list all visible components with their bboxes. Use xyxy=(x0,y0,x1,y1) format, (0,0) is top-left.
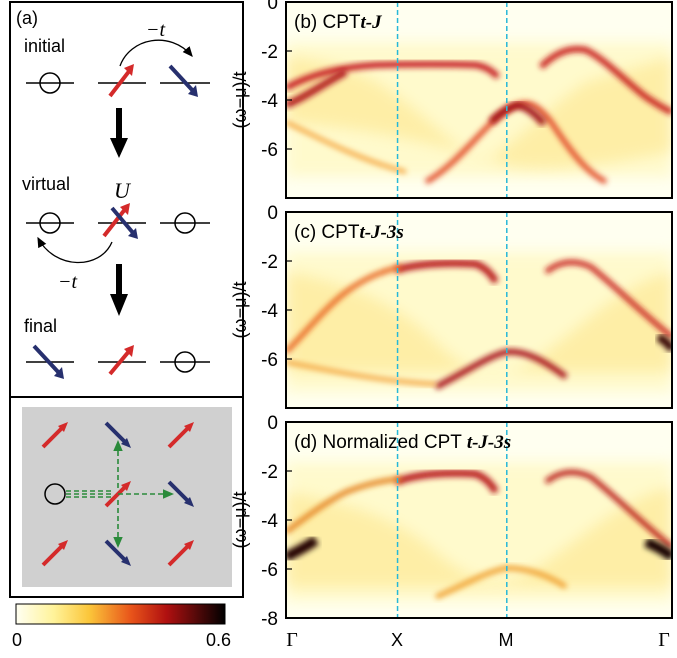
ytick-label: -4 xyxy=(261,301,278,322)
x-tick-labels: Γ X M Γ xyxy=(286,629,670,651)
hole-site xyxy=(174,351,196,373)
hop-arc-top xyxy=(119,39,193,67)
colorbar-gradient xyxy=(15,603,226,625)
ytick-label: -4 xyxy=(261,511,278,532)
transition-arrow-2 xyxy=(110,264,128,316)
panel-a-label: (a) xyxy=(16,8,38,28)
ytick-label: -2 xyxy=(261,462,278,483)
hole-site xyxy=(39,212,61,234)
hop-label-bottom: −t xyxy=(58,271,77,293)
spectral-panel-d: (d) Normalized CPT t-J-3s 0 -2 -4 -6 -8 (ω−μ)/… xyxy=(230,413,673,630)
spin-up-arrow xyxy=(102,206,128,238)
colorbar: 0 0.6 xyxy=(12,603,231,650)
lattice-spin-up xyxy=(167,540,194,567)
hop-arc-bottom xyxy=(37,236,113,264)
hole-site xyxy=(39,72,61,94)
row-initial xyxy=(26,64,210,98)
panel-a: (a) initial −t virtual U xyxy=(9,1,244,398)
panel-title: (d) Normalized CPT t-J-3s xyxy=(294,432,511,453)
ytick-label: -6 xyxy=(261,560,278,581)
xtick-gamma-right: Γ xyxy=(658,629,670,651)
lattice-panel xyxy=(9,396,244,598)
spin-down-arrow xyxy=(32,344,62,376)
row-final xyxy=(26,344,210,379)
colorbar-min-label: 0 xyxy=(12,630,22,650)
spectral-panel-b: (b) CPTt-J 0 -2 -4 -6 (ω−μ)/t xyxy=(230,0,673,199)
lattice-spin-up xyxy=(104,481,131,508)
hop-label-top: −t xyxy=(146,19,165,41)
panel-title: (b) CPTt-J xyxy=(294,12,382,33)
ytick-label: -2 xyxy=(261,42,278,63)
ytick-label: 0 xyxy=(267,203,278,224)
y-axis-label: (ω−μ)/t xyxy=(230,282,250,339)
spin-up-arrow xyxy=(108,348,132,376)
y-axis-label: (ω−μ)/t xyxy=(230,72,250,129)
transition-arrow-1 xyxy=(110,108,128,158)
lattice-hole xyxy=(44,483,66,505)
lattice-spin-up xyxy=(41,422,68,449)
U-label: U xyxy=(114,178,132,203)
spin-down-arrow xyxy=(168,64,196,94)
ytick-label: 0 xyxy=(267,413,278,434)
y-axis-label: (ω−μ)/t xyxy=(230,492,250,549)
lattice-spin-down xyxy=(104,539,131,566)
ytick-label: -6 xyxy=(261,350,278,371)
xtick-M: M xyxy=(499,630,514,650)
ytick-label: -4 xyxy=(261,91,278,112)
spectral-panel-c: (c) CPTt-J-3s 0 -2 -4 -6 (ω−μ)/t xyxy=(230,203,673,409)
ytick-label: 0 xyxy=(267,0,278,14)
ytick-label: -6 xyxy=(261,140,278,161)
hole-site xyxy=(174,212,196,234)
ytick-label: -2 xyxy=(261,252,278,273)
row-virtual xyxy=(26,203,210,239)
spectral-panels: (b) CPTt-J 0 -2 -4 -6 (ω−μ)/t (c) CPTt-J-3s 0 -2… xyxy=(230,0,673,630)
xtick-gamma-left: Γ xyxy=(286,629,298,651)
state-label-final: final xyxy=(24,316,57,336)
hop-paths xyxy=(66,440,174,548)
lattice-spin-down xyxy=(104,421,131,448)
lattice-spin-up xyxy=(41,540,68,567)
ytick-label: -8 xyxy=(261,609,278,630)
state-label-virtual: virtual xyxy=(22,174,70,194)
lattice-spin-up xyxy=(167,422,194,449)
xtick-X: X xyxy=(391,630,403,650)
state-label-initial: initial xyxy=(24,36,65,56)
colorbar-max-label: 0.6 xyxy=(206,630,231,650)
spin-down-arrow xyxy=(110,206,136,236)
spin-up-arrow xyxy=(108,68,132,98)
panel-title: (c) CPTt-J-3s xyxy=(294,222,404,243)
lattice-spin-down xyxy=(167,480,194,507)
